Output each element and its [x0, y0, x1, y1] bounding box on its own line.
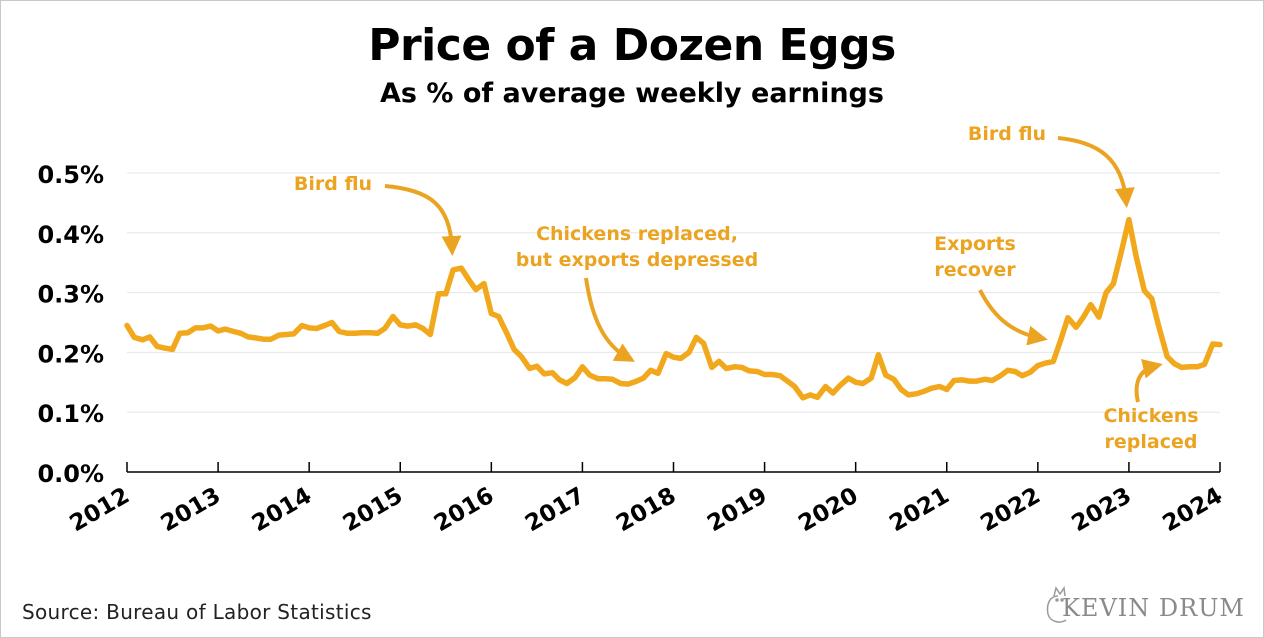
annotation-label: Chickens [1103, 405, 1198, 427]
annotation-label: Bird flu [294, 173, 372, 195]
annotation-label: Exports [934, 233, 1016, 255]
chart-title: Price of a Dozen Eggs [368, 20, 896, 71]
series-line [124, 216, 1223, 401]
x-tick-label: 2018 [612, 483, 680, 538]
annotation-label: recover [934, 259, 1016, 281]
annotation-label: replaced [1105, 431, 1198, 453]
x-tick-label: 2019 [703, 483, 771, 538]
arrow-bird-flu-2015 [384, 184, 462, 256]
y-tick-label: 0.5% [37, 161, 104, 189]
annotation-label: but exports depressed [516, 249, 758, 271]
y-tick-label: 0.2% [37, 340, 104, 368]
x-tick-label: 2014 [248, 483, 316, 538]
kevin-drum-logo [1046, 585, 1067, 623]
x-tick-label: 2021 [885, 483, 953, 538]
y-tick-label: 0.1% [37, 400, 104, 428]
y-tick-label: 0.0% [37, 460, 104, 488]
annotation-label: Bird flu [968, 123, 1046, 145]
x-tick-label: 2024 [1159, 483, 1227, 538]
x-tick-label: 2015 [339, 483, 407, 538]
x-tick-label: 2016 [430, 483, 498, 538]
arrow-chickens-replaced-2023 [1134, 359, 1163, 403]
arrow-chickens-replaced-2017 [584, 277, 635, 362]
x-tick-label: 2023 [1067, 483, 1135, 538]
x-tick-label: 2012 [66, 483, 134, 538]
arrow-bird-flu-2023 [1057, 136, 1135, 208]
y-tick-label: 0.3% [37, 281, 104, 309]
x-tick-label: 2017 [521, 483, 589, 538]
cat-icon [1046, 585, 1067, 623]
series-layer [124, 216, 1223, 401]
x-tick-label: 2013 [157, 483, 225, 538]
source-note: Source: Bureau of Labor Statistics [22, 600, 372, 624]
gridlines [127, 172, 1220, 413]
axes: 0.0% 0.1% 0.2% 0.3% 0.4% 0.5% 2012 2013 2014 2015… [37, 161, 1227, 537]
x-tick-label: 2022 [976, 483, 1044, 538]
annotations: Bird flu Chickens replaced, but exports de… [294, 123, 1199, 453]
y-tick-label: 0.4% [37, 221, 104, 249]
arrow-exports-recover [978, 289, 1048, 346]
chart-subtitle: As % of average weekly earnings [380, 78, 884, 109]
x-tick-label: 2020 [794, 483, 862, 538]
annotation-label: Chickens replaced, [536, 223, 738, 245]
logo-text: KEVIN DRUM [1062, 594, 1246, 622]
